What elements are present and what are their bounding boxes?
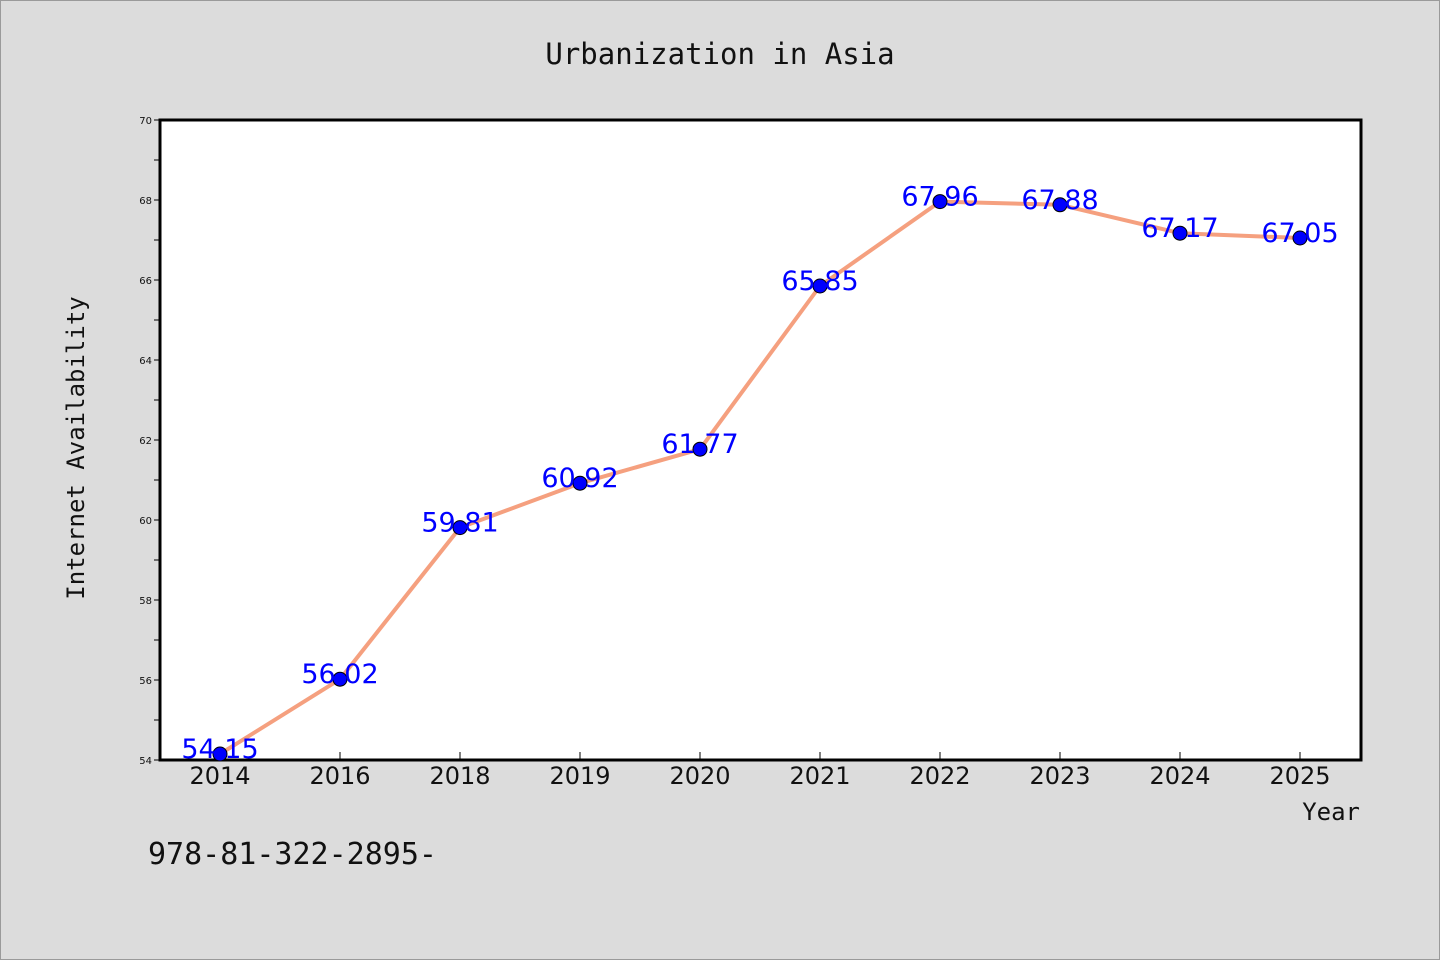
data-point-2022 xyxy=(932,194,948,210)
data-label-2020: 61.77 xyxy=(661,429,738,460)
x-axis: 2014 2016 2018 2019 2020 2021 2022 2023 2024 2025 xyxy=(189,752,1331,790)
data-label-group: 54.15 56.02 59.81 60.92 61.77 65.85 67.96 67.88… xyxy=(181,182,1338,765)
data-label-2022: 67.96 xyxy=(901,182,978,213)
x-tick-label: 2025 xyxy=(1269,762,1330,790)
y-tick-label: 70 xyxy=(139,116,152,127)
data-label-2023: 67.88 xyxy=(1021,185,1098,216)
x-tick-label: 2024 xyxy=(1149,762,1210,790)
data-point-2024 xyxy=(1172,225,1188,241)
y-tick-label: 56 xyxy=(139,676,152,687)
data-label-2018: 59.81 xyxy=(421,508,498,539)
data-point-2018 xyxy=(452,520,468,536)
y-tick-label: 54 xyxy=(139,756,152,767)
data-point-2014 xyxy=(212,746,228,762)
y-axis: 54 56 58 60 62 64 66 68 70 xyxy=(139,116,160,767)
y-tick-label: 62 xyxy=(139,436,152,447)
chart-title: Urbanization in Asia xyxy=(545,37,894,71)
x-tick-label: 2018 xyxy=(429,762,490,790)
data-point-2025 xyxy=(1292,230,1308,246)
data-label-2016: 56.02 xyxy=(301,659,378,690)
data-point-2021 xyxy=(812,278,828,294)
x-tick-label: 2020 xyxy=(669,762,730,790)
y-tick-label: 68 xyxy=(139,196,152,207)
data-label-2014: 54.15 xyxy=(181,734,258,765)
data-label-2021: 65.85 xyxy=(781,266,858,297)
data-point-2019 xyxy=(572,475,588,491)
y-tick-label: 64 xyxy=(139,356,152,367)
x-tick-label: 2016 xyxy=(309,762,370,790)
x-tick-label: 2019 xyxy=(549,762,610,790)
y-tick-label: 60 xyxy=(139,516,152,527)
footer-text: 978-81-322-2895- xyxy=(148,837,437,872)
x-axis-label: Year xyxy=(1302,798,1360,826)
x-tick-label: 2023 xyxy=(1029,762,1090,790)
x-tick-label: 2022 xyxy=(909,762,970,790)
y-tick-label: 66 xyxy=(139,276,152,287)
marker-group xyxy=(212,194,1308,762)
y-axis-label: Internet Availability xyxy=(62,296,90,599)
data-point-2023 xyxy=(1052,197,1068,213)
series-line-group xyxy=(218,199,1302,756)
data-label-2025: 67.05 xyxy=(1261,218,1338,249)
series-line xyxy=(218,199,1302,756)
data-label-2019: 60.92 xyxy=(541,463,618,494)
x-tick-label: 2021 xyxy=(789,762,850,790)
x-tick-label: 2014 xyxy=(189,762,250,790)
data-point-2016 xyxy=(332,671,348,687)
data-label-2024: 67.17 xyxy=(1141,213,1218,244)
y-tick-label: 58 xyxy=(139,596,152,607)
data-point-2020 xyxy=(692,441,708,457)
